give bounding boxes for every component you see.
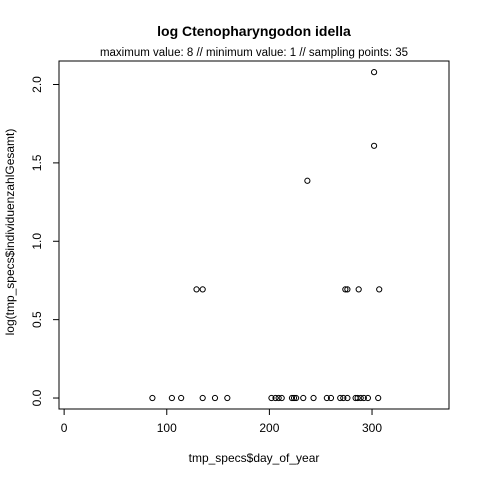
data-point — [292, 394, 300, 402]
y-tick-label: 1.5 — [30, 154, 44, 171]
data-point — [149, 394, 156, 402]
data-point — [357, 394, 364, 402]
data-point — [290, 394, 298, 402]
data-point — [355, 286, 362, 293]
data-point — [364, 394, 372, 402]
data-point — [344, 286, 351, 293]
data-point — [275, 394, 282, 402]
data-point — [288, 394, 296, 402]
y-axis: 0.0 0.5 1.0 1.5 2.0 — [30, 76, 60, 406]
data-point — [360, 394, 367, 402]
data-point — [323, 394, 330, 402]
data-point — [310, 394, 317, 402]
data-point — [342, 286, 349, 293]
data-point — [199, 394, 206, 402]
x-tick-label: 300 — [362, 421, 382, 435]
y-tick-label: 0.0 — [30, 389, 44, 406]
x-tick-label: 100 — [157, 421, 177, 435]
chart-title: log Ctenopharyngodon idella — [157, 23, 351, 39]
x-axis-label: tmp_specs$day_of_year — [189, 451, 320, 465]
data-point — [168, 394, 175, 402]
data-point — [224, 394, 231, 402]
data-point — [344, 394, 351, 402]
plot-frame — [58, 60, 450, 410]
data-point — [327, 394, 335, 402]
data-point — [375, 394, 382, 402]
data-point — [340, 394, 347, 402]
data-point — [199, 286, 206, 293]
y-tick-label: 0.5 — [30, 311, 44, 328]
data-point — [354, 394, 361, 402]
y-axis-label: log(tmp_specs$individuenzahlGesamt) — [3, 129, 17, 336]
data-point — [193, 286, 200, 293]
data-point — [300, 394, 307, 402]
data-point — [278, 394, 285, 402]
data-point — [272, 394, 279, 402]
x-tick-label: 200 — [259, 421, 279, 435]
x-tick-label: 0 — [61, 421, 68, 435]
chart-subtitle: maximum value: 8 // minimum value: 1 // … — [100, 47, 408, 59]
data-points — [149, 69, 383, 402]
data-point — [178, 394, 185, 402]
data-point — [370, 69, 378, 76]
data-point — [268, 394, 275, 402]
y-tick-label: 2.0 — [30, 76, 44, 93]
y-tick-label: 1.0 — [30, 233, 44, 250]
x-axis: 0 100 200 300 — [61, 408, 382, 435]
data-point — [370, 142, 378, 149]
data-point — [337, 394, 344, 402]
data-point — [376, 286, 383, 293]
data-point — [211, 394, 219, 402]
data-point — [304, 177, 311, 184]
